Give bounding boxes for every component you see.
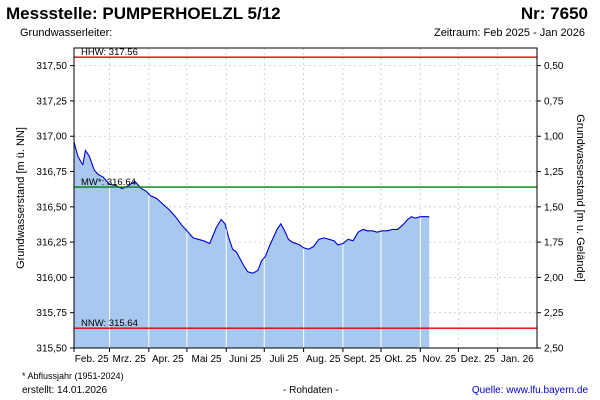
y-tick-label-left: 316,25 <box>36 238 67 249</box>
reference-line-label: NNW: 315.64 <box>81 318 138 329</box>
axis-ticks: 315,50 2,50 315,75 2,25 316,00 2,00 316,25 1,75… <box>36 61 563 365</box>
y-tick-label-right: 1,50 <box>544 202 564 213</box>
created-date: erstellt: 14.01.2026 <box>22 385 108 396</box>
y-tick-label-right: 1,00 <box>544 132 564 143</box>
x-tick-label: Nov. 25 <box>422 354 456 365</box>
y-tick-label-left: 317,50 <box>36 61 67 72</box>
x-tick-label: Jan. 26 <box>501 354 534 365</box>
y-tick-label-right: 2,50 <box>544 344 564 355</box>
y-axis-label-left: Grundwasserstand [m ü. NN] <box>15 127 27 269</box>
y-tick-label-left: 315,75 <box>36 308 67 319</box>
x-tick-label: Mai 25 <box>192 354 222 365</box>
source-link[interactable]: Quelle: www.lfu.bayern.de <box>471 385 588 396</box>
reference-lines: HHW: 317.56 MW*: 316.64 NNW: 315.64 <box>74 47 537 329</box>
y-tick-label-right: 1,75 <box>544 238 564 249</box>
x-tick-label: Juni 25 <box>229 354 262 365</box>
y-tick-label-left: 317,00 <box>36 132 67 143</box>
y-tick-label-left: 316,75 <box>36 167 67 178</box>
series-line <box>73 141 430 274</box>
raw-data-note: - Rohdaten - <box>283 385 339 396</box>
y-axis-label-right: Grundwasserstand [m u. Gelände] <box>574 114 586 282</box>
y-tick-label-left: 316,50 <box>36 202 67 213</box>
y-tick-label-left: 315,50 <box>36 344 67 355</box>
y-tick-label-right: 1,25 <box>544 167 564 178</box>
station-number: Nr: 7650 <box>520 4 588 23</box>
reference-line-label: MW*: 316.64 <box>81 177 136 188</box>
aquifer-label: Grundwasserleiter: <box>20 27 113 39</box>
station-title: Messstelle: PUMPERHOELZL 5/12 <box>6 4 281 23</box>
x-tick-label: Sept. 25 <box>343 354 381 365</box>
x-tick-label: Juli 25 <box>269 354 298 365</box>
y-tick-label-right: 0,50 <box>544 61 564 72</box>
y-tick-label-left: 317,25 <box>36 96 67 107</box>
footnote: * Abflussjahr (1951-2024) <box>22 371 124 381</box>
reference-line-label: HHW: 317.56 <box>81 47 138 58</box>
plot-border <box>73 47 538 349</box>
y-tick-label-right: 2,00 <box>544 273 564 284</box>
x-tick-label: Okt. 25 <box>385 354 418 365</box>
x-tick-label: Aug. 25 <box>306 354 341 365</box>
period-label: Zeitraum: Feb 2025 - Jan 2026 <box>433 27 585 39</box>
x-tick-label: Feb. 25 <box>75 354 109 365</box>
y-tick-label-left: 316,00 <box>36 273 67 284</box>
x-tick-label: Mrz. 25 <box>113 354 147 365</box>
x-tick-label: Apr. 25 <box>152 354 184 365</box>
y-tick-label-right: 2,25 <box>544 308 564 319</box>
x-tick-label: Dez. 25 <box>461 354 496 365</box>
y-tick-label-right: 0,75 <box>544 96 564 107</box>
level-area <box>73 141 430 348</box>
series-area-fill <box>74 141 430 348</box>
plot-frame <box>73 47 538 349</box>
